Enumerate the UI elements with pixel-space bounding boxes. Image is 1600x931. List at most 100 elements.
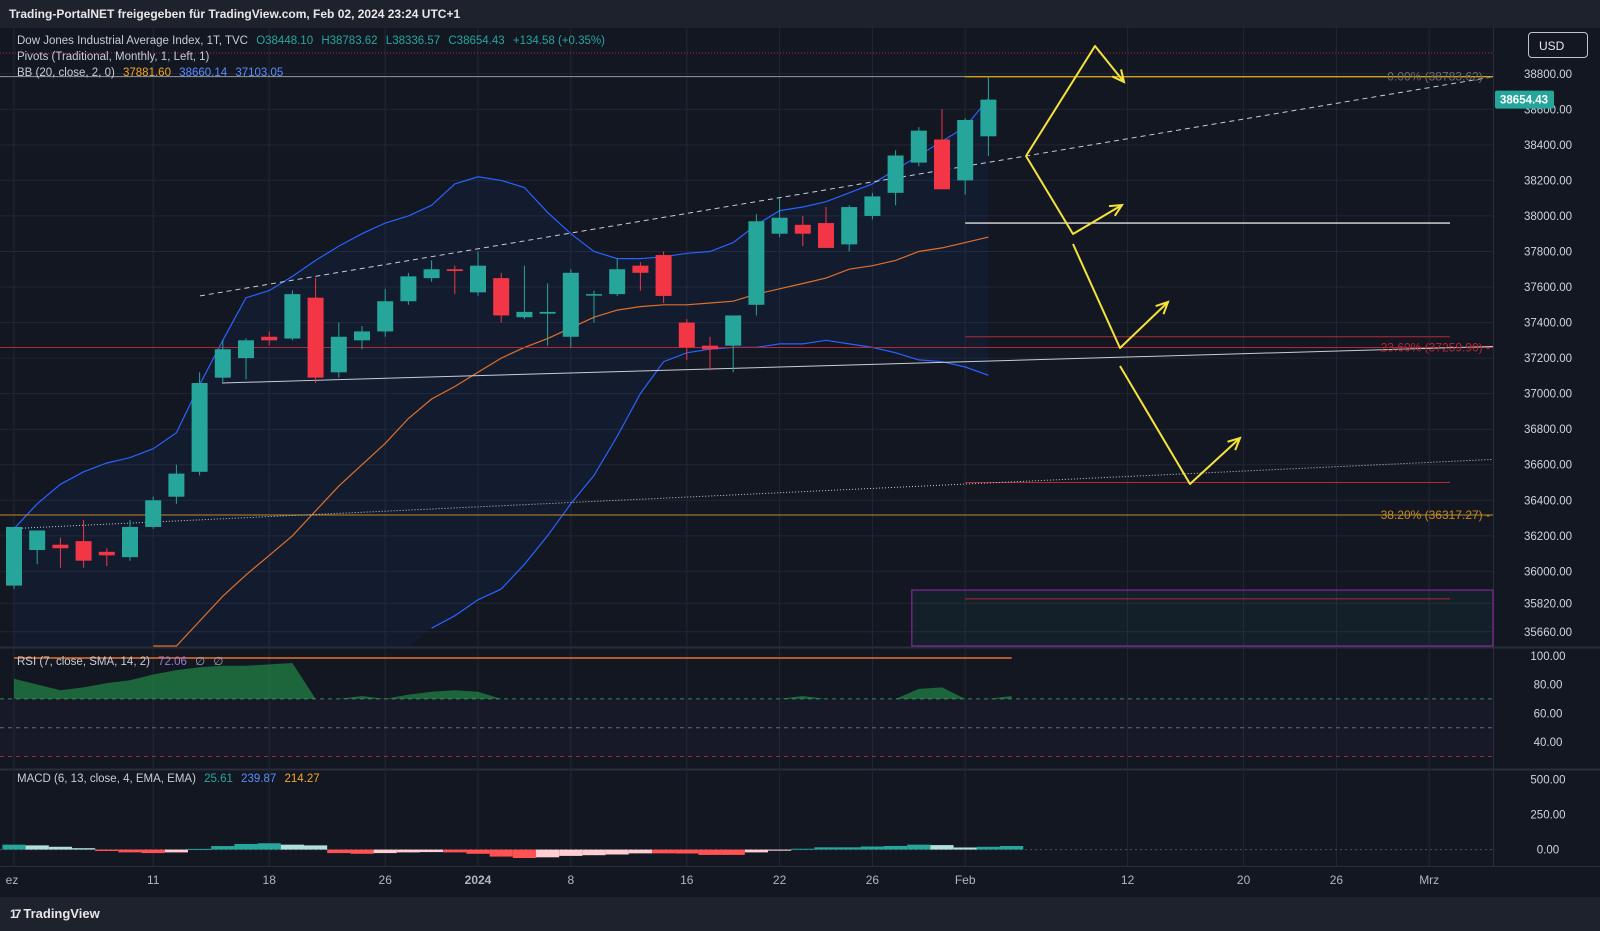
macd-tick-label: 250.00	[1530, 810, 1565, 822]
bb-basis-value: 37881.60	[123, 67, 171, 79]
ohlc-open: O38448.10	[256, 35, 314, 47]
candle-body	[771, 217, 788, 234]
tradingview-brand-text: TradingView	[23, 906, 100, 921]
tradingview-logo-icon: 17	[10, 906, 21, 921]
candle-body	[400, 276, 417, 302]
time-tick-label: 16	[680, 873, 694, 887]
bb-legend: BB (20, close, 2, 0) 37881.60 38660.14 3…	[17, 67, 288, 79]
rsi-extra-2: ∅	[213, 656, 224, 668]
time-tick-label: 22	[773, 873, 787, 887]
macd-hist-bar	[953, 847, 977, 850]
drawing-lines: 0.00% (38783.62) - 23.60% (37259.90) - 38.…	[0, 52, 1494, 600]
macd-hist-bar	[420, 849, 444, 853]
price-tick-label: 37200.00	[1524, 353, 1572, 365]
candle-body	[748, 221, 765, 305]
macd-hist-bar	[25, 845, 49, 850]
rsi-value: 72.06	[158, 656, 187, 668]
macd-hist-bar	[512, 849, 536, 858]
price-tick-label: 37800.00	[1524, 246, 1572, 258]
candle-body	[168, 473, 185, 497]
macd-hist-bar	[327, 849, 351, 854]
chart-canvas[interactable]: 0.00% (38783.62) - 23.60% (37259.90) - 38.…	[0, 28, 1600, 897]
candle-body	[539, 311, 556, 314]
fib-label: 0.00% (38783.62) -	[1387, 70, 1490, 84]
macd-hist-bar	[1000, 845, 1024, 850]
currency-button[interactable]: USD	[1528, 32, 1588, 58]
time-tick-label: 11	[147, 873, 160, 887]
time-axis[interactable]: ez 11 18 26 2024 8 16 22 26 Feb 12 20 26 Mrz	[6, 873, 1440, 887]
macd-hist-bar	[907, 844, 931, 850]
macd-hist-bar	[652, 849, 676, 854]
candle-body	[678, 322, 695, 348]
macd-hist-bar	[814, 847, 838, 850]
macd-hist-bar	[48, 846, 72, 850]
lower-trendline	[221, 346, 1494, 384]
candlestick-series[interactable]	[6, 76, 997, 590]
rsi-pane	[0, 657, 1493, 757]
macd-hist-bar	[976, 846, 1000, 850]
macd-hist-bar	[443, 849, 467, 853]
candle-body	[910, 130, 927, 163]
price-axis[interactable]: 35660.00 35820.00 36000.00 36200.00 36400.00…	[1495, 69, 1572, 857]
published-caption: Trading-PortalNET freigegeben für Tradin…	[9, 7, 461, 21]
macd-hist-bar	[188, 848, 212, 850]
macd-hist-bar	[698, 849, 722, 855]
price-tick-label: 36600.00	[1524, 460, 1572, 472]
current-price-label: 38654.43	[1500, 95, 1548, 107]
fib-label: 23.60% (37259.90) -	[1381, 340, 1490, 354]
time-tick-label: Feb	[955, 873, 976, 887]
price-tick-label: 38200.00	[1524, 175, 1572, 187]
candle-body	[145, 500, 162, 527]
macd-hist-bar	[257, 843, 281, 850]
bb-fill	[14, 98, 989, 647]
macd-label: MACD (6, 13, close, 4, EMA, EMA)	[17, 773, 196, 785]
time-tick-label: Mrz	[1419, 873, 1439, 887]
candle-body	[632, 265, 649, 273]
scenario-arrow	[1119, 365, 1241, 485]
macd-hist-bar	[95, 849, 119, 851]
scenario-arrow	[1025, 45, 1125, 157]
rsi-tick-label: 40.00	[1534, 737, 1563, 749]
rsi-band	[0, 698, 1493, 757]
bb-upper-value: 38660.14	[179, 67, 228, 79]
price-tick-label: 36200.00	[1524, 531, 1572, 543]
candle-body	[191, 382, 208, 472]
candle-body	[516, 311, 533, 318]
grid-lines	[0, 28, 1600, 867]
price-tick-label: 38800.00	[1524, 69, 1572, 81]
price-tick-label: 36400.00	[1524, 495, 1572, 507]
candle-body	[725, 315, 742, 346]
scenario-arrow-head	[1155, 300, 1170, 315]
pivots-legend: Pivots (Traditional, Monthly, 1, Left, 1…	[17, 51, 214, 63]
tradingview-logo[interactable]: 17 TradingView	[10, 906, 100, 921]
macd-hist-bar	[72, 848, 96, 850]
time-tick-label: 2024	[465, 873, 492, 887]
macd-tick-label: 0.00	[1537, 845, 1559, 857]
macd-hist-bar	[489, 849, 513, 857]
scenario-arrow	[1072, 243, 1169, 349]
macd-signal-value: 214.27	[284, 773, 320, 785]
candle-body	[562, 272, 579, 337]
macd-hist-bar	[536, 849, 560, 858]
macd-hist-bar	[837, 847, 861, 850]
time-tick-label: 26	[1330, 873, 1344, 887]
scenario-arrow	[1025, 155, 1123, 235]
macd-hist-bar	[2, 844, 26, 850]
ohlc-change: +134.58 (+0.35%)	[512, 35, 605, 47]
macd-hist-bar	[930, 845, 954, 850]
candle-body	[702, 345, 718, 350]
macd-hist-bar	[605, 849, 629, 855]
macd-hist-bar	[628, 849, 652, 854]
candle-body	[122, 526, 138, 558]
rsi-label: RSI (7, close, SMA, 14, 2)	[17, 656, 150, 668]
bottom-bar	[0, 897, 1600, 931]
macd-hist-bar	[582, 849, 606, 856]
current-price-tag	[1495, 90, 1554, 109]
candle-body	[980, 99, 997, 137]
candle-body	[841, 207, 858, 245]
candle-body	[655, 255, 672, 296]
macd-hist-bar	[350, 849, 374, 854]
macd-hist-bar	[211, 846, 235, 850]
price-tick-label: 35820.00	[1524, 598, 1572, 610]
macd-hist-value: 25.61	[204, 773, 233, 785]
